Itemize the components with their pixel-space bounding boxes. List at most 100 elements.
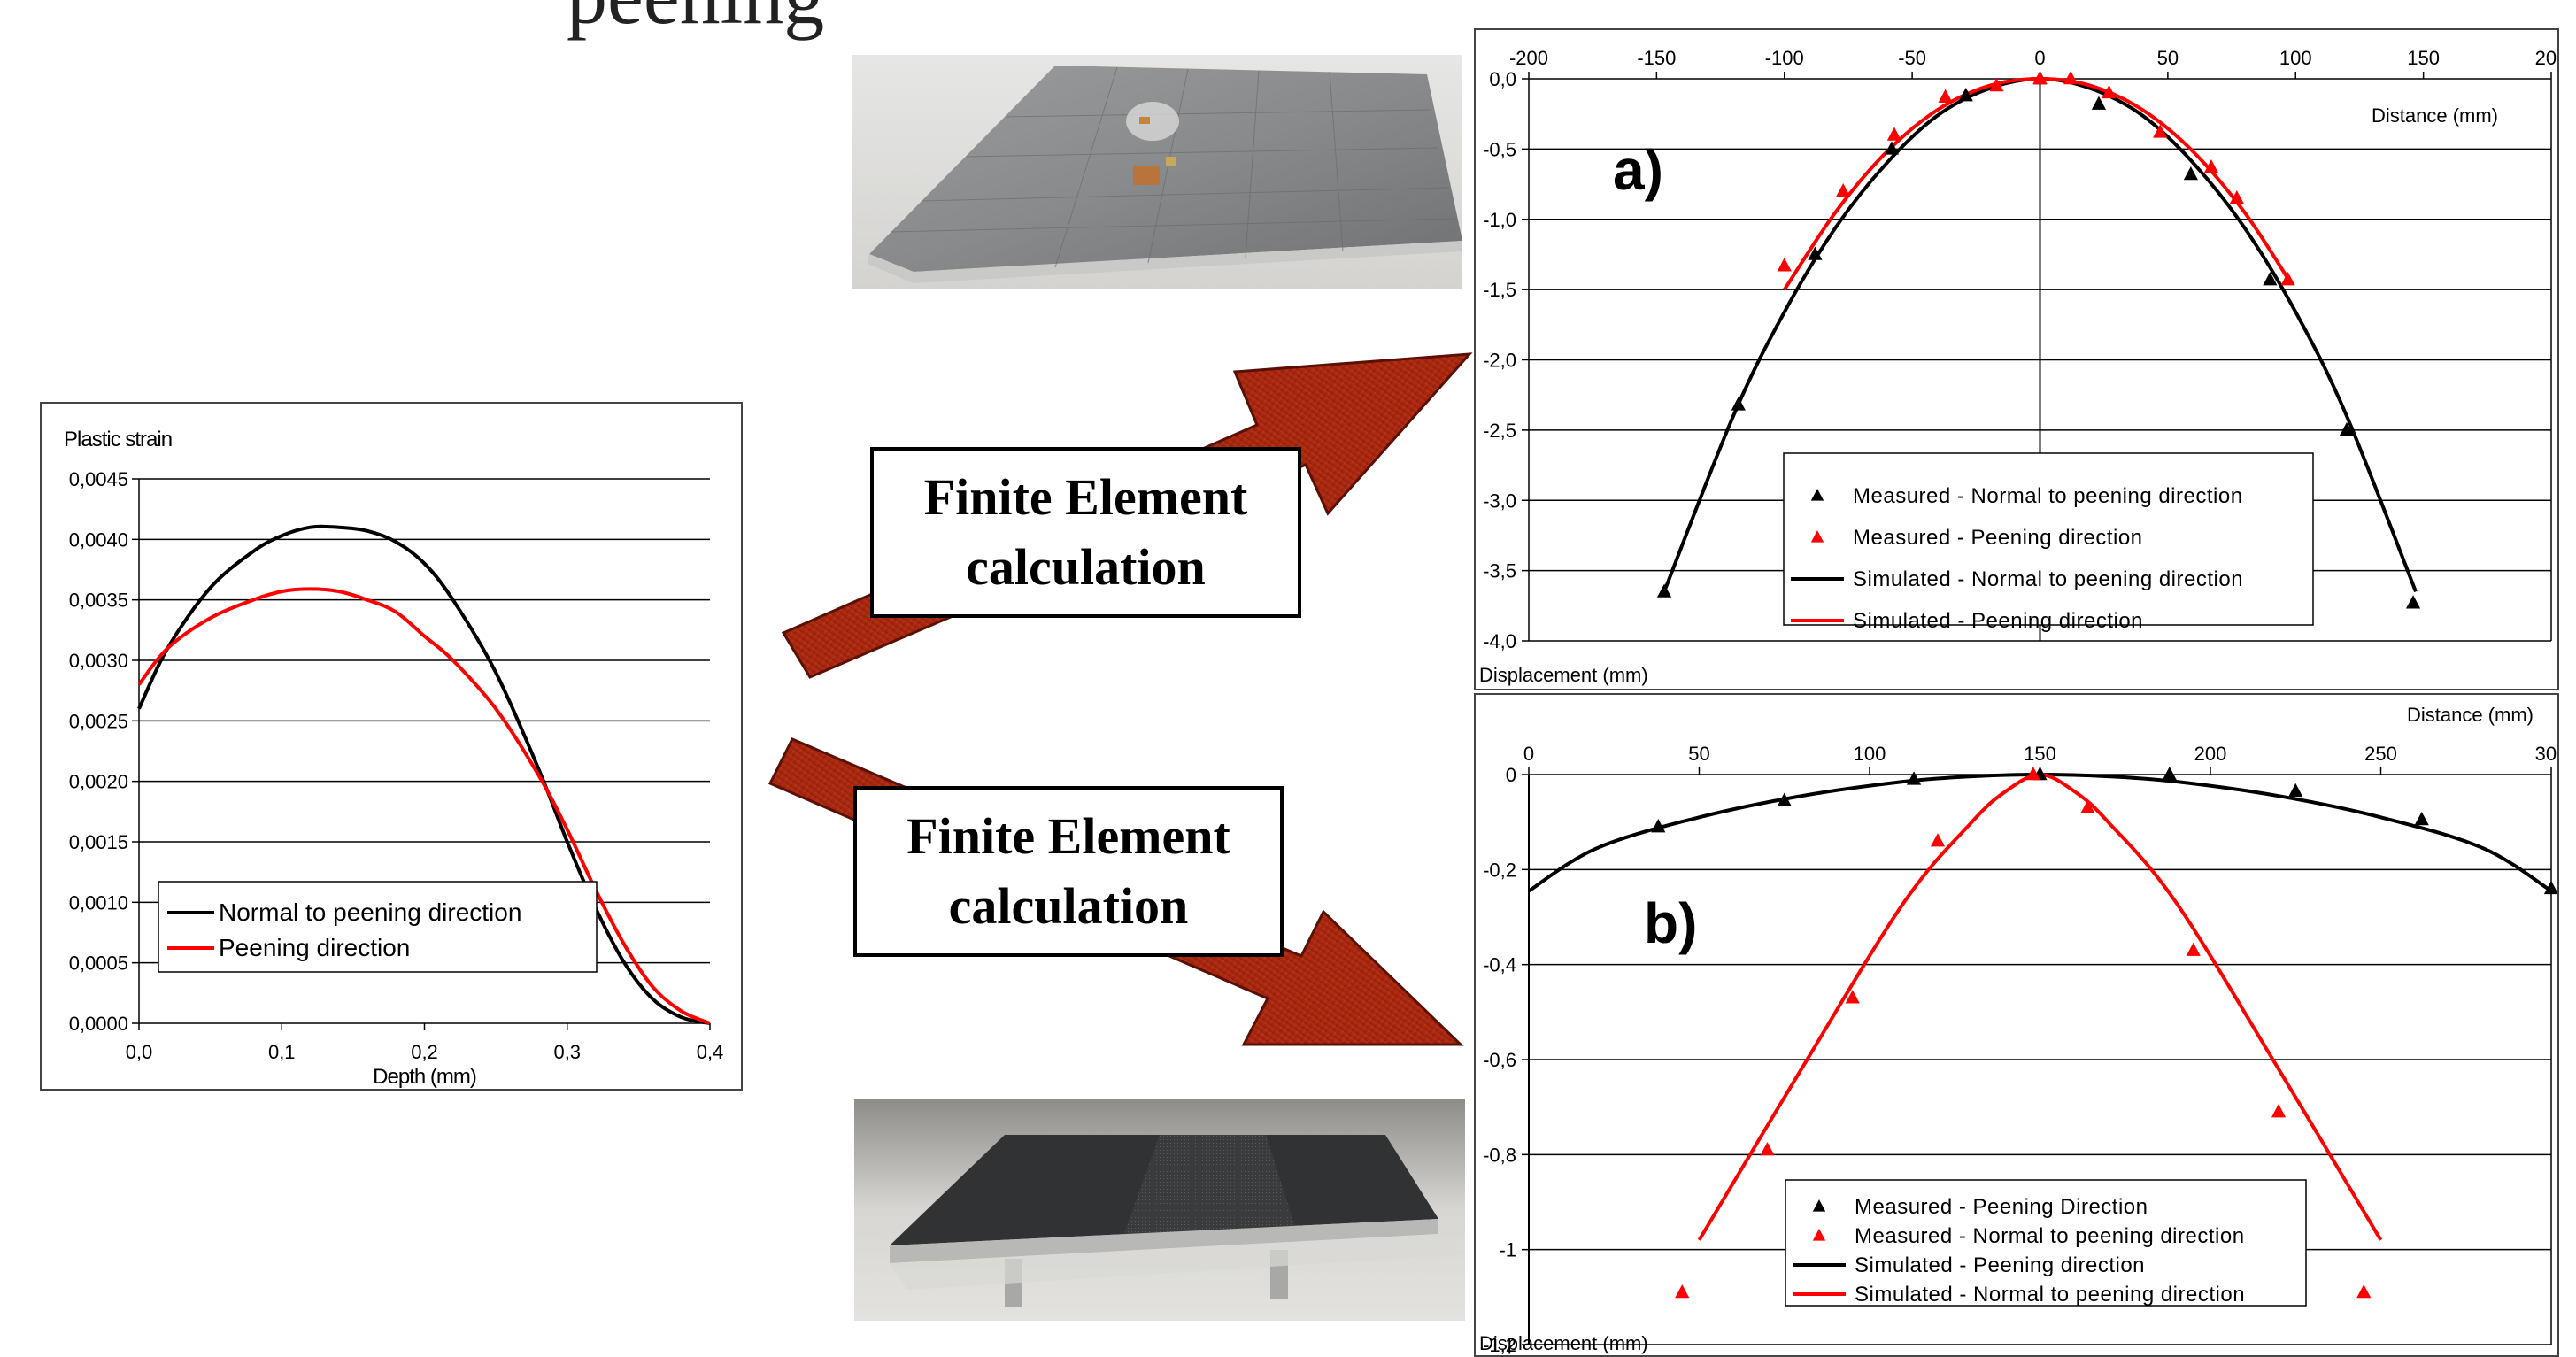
- y-tick-label: 0,0: [1489, 68, 1516, 90]
- legend-label: Measured - Normal to peening direction: [1853, 484, 2243, 508]
- measured-marker: [1808, 246, 1823, 260]
- measured-marker: [2203, 159, 2219, 173]
- x-tick-label: 0: [2034, 47, 2045, 69]
- displacement-chart-a: 0,0 -0,5 -1,0 -1,5 -2,0 -2,5 -3,0 -3,5 -4,0 -200 -…: [1474, 28, 2559, 690]
- plate-photo-top: [852, 55, 1462, 289]
- legend-box: [1783, 452, 2314, 626]
- y-tick-label: 0,0035: [69, 590, 128, 612]
- x-tick-label: -100: [1765, 47, 1804, 69]
- y-tick-label: -1,0: [1483, 209, 1516, 231]
- measured-marker: [2271, 1104, 2287, 1118]
- simulated-line: [1697, 772, 2383, 1241]
- plate-photo-top-image: [852, 55, 1462, 289]
- measured-marker: [2183, 166, 2198, 181]
- measured-marker: [2080, 799, 2095, 813]
- y-tick-label: -4,0: [1483, 630, 1516, 652]
- measured-marker: [1989, 77, 2004, 92]
- x-tick-label: 100: [2279, 47, 2312, 69]
- y-tick-label: -3,0: [1483, 490, 1516, 512]
- x-tick-label: 0,4: [697, 1041, 724, 1063]
- x-tick-label: -150: [1637, 47, 1676, 69]
- measured-marker: [1930, 833, 1946, 847]
- simulated-line: [1527, 772, 2553, 893]
- legend-label: Simulated - Normal to peening direction: [1855, 1283, 2245, 1307]
- legend-box: [158, 881, 598, 973]
- legend-label: Measured - Normal to peening direction: [1855, 1224, 2245, 1248]
- y-tick-label: -1,5: [1483, 279, 1516, 301]
- fe-box-top-line1: Finite Element: [923, 468, 1248, 527]
- y-tick-label: -0,5: [1483, 138, 1516, 160]
- x-tick-label: 100: [1854, 743, 1886, 765]
- y-axis-title: Displacement (mm): [1479, 1332, 1648, 1354]
- measured-marker: [2102, 84, 2117, 99]
- displacement-chart-b-svg: 0-0,2-0,4-0,6-0,8-1-1,20 50 100 150 200 250 30…: [1479, 704, 2557, 1355]
- y-tick-label: 0,0000: [69, 1013, 128, 1035]
- measured-marker: [1938, 89, 1953, 103]
- legend-label: Measured - Peening Direction: [1855, 1195, 2148, 1219]
- legend-label: Peening direction: [219, 934, 410, 961]
- displacement-chart-a-svg: 0,0 -0,5 -1,0 -1,5 -2,0 -2,5 -3,0 -3,5 -4,0 -200 -…: [1479, 47, 2557, 686]
- measured-marker: [1651, 819, 1666, 833]
- measured-marker: [1886, 127, 1902, 141]
- measured-marker: [1884, 141, 1900, 155]
- fe-calculation-box-bottom: Finite Element calculation: [853, 786, 1284, 957]
- x-tick-label: 50: [2157, 47, 2179, 69]
- measured-marker: [2229, 189, 2244, 204]
- displacement-chart-b: 0 -0,2 -0,4 -0,6 -0,8 -1 -1,2 0 50 100 150 200 250 30…: [1474, 693, 2559, 1357]
- y-tick-label: -1: [1499, 1239, 1516, 1261]
- legend-label: Normal to peening direction: [219, 898, 521, 926]
- measured-marker: [2339, 421, 2355, 436]
- measured-marker: [1836, 183, 1851, 197]
- measured-marker: [1731, 397, 1746, 411]
- measured-marker: [2032, 71, 2048, 85]
- measured-marker: [1675, 1284, 1690, 1299]
- legend-label: Measured - Peening direction: [1853, 526, 2143, 550]
- measured-marker: [2263, 272, 2278, 286]
- chart-legend: Measured - Normal to peening direction Me…: [1783, 452, 2314, 633]
- chart-legend: Normal to peening direction Peening direc…: [158, 881, 598, 973]
- y-tick-label: 0,0015: [69, 831, 128, 853]
- x-tick-label: 0,0: [126, 1041, 153, 1063]
- y-tick-label: 0,0030: [69, 650, 128, 672]
- y-tick-label: -3,5: [1483, 560, 1516, 582]
- y-tick-label: 0,0010: [69, 891, 128, 914]
- x-axis-title: Distance (mm): [2407, 704, 2534, 726]
- measured-marker: [2153, 124, 2168, 138]
- slide-title-text: peening: [567, 0, 824, 41]
- measured-marker: [2543, 880, 2557, 895]
- measured-marker: [1906, 771, 1922, 785]
- legend-label: Simulated - Normal to peening direction: [1853, 567, 2243, 591]
- y-tick-label: -0,4: [1483, 954, 1516, 976]
- y-tick-label: 0,0025: [69, 710, 128, 732]
- legend-label: Simulated - Peening direction: [1853, 609, 2143, 633]
- x-tick-label: 0,3: [553, 1041, 581, 1063]
- x-tick-label: -50: [1898, 47, 1926, 69]
- plastic-strain-chart-svg: Plastic strain 0,0000 0,0005 0,0010 0,0015 0,…: [64, 428, 724, 1089]
- legend-marker: [1810, 489, 1824, 501]
- panel-label: b): [1644, 891, 1697, 955]
- legend-label: Simulated - Peening direction: [1855, 1253, 2145, 1277]
- y-axis-title: Plastic strain: [64, 428, 172, 451]
- y-tick-label: 0,0005: [69, 952, 128, 975]
- measured-marker: [2356, 1284, 2372, 1299]
- x-tick-label: 250: [2364, 743, 2397, 765]
- measured-marker: [1656, 583, 1672, 598]
- measured-marker: [2280, 272, 2295, 286]
- measured-marker: [2091, 96, 2107, 110]
- series-line-peening: [137, 587, 711, 1025]
- legend-marker: [1812, 1229, 1826, 1241]
- series-line-normal: [137, 524, 711, 1025]
- x-tick-label: 300: [2535, 743, 2557, 765]
- x-tick-label: 50: [1688, 743, 1709, 765]
- measured-marker: [2186, 942, 2201, 956]
- x-tick-label: 0,2: [411, 1041, 438, 1063]
- measured-marker: [2414, 811, 2429, 826]
- slide-title-fragment: peening: [567, 0, 824, 42]
- y-tick-label: -2,5: [1483, 420, 1516, 442]
- measured-marker: [2288, 783, 2303, 798]
- x-axis-title: Distance (mm): [2372, 104, 2498, 127]
- measured-marker: [1958, 88, 1973, 102]
- measured-marker: [1845, 990, 1860, 1004]
- y-tick-label: -0,2: [1483, 859, 1516, 881]
- x-tick-label: 0,1: [268, 1041, 296, 1063]
